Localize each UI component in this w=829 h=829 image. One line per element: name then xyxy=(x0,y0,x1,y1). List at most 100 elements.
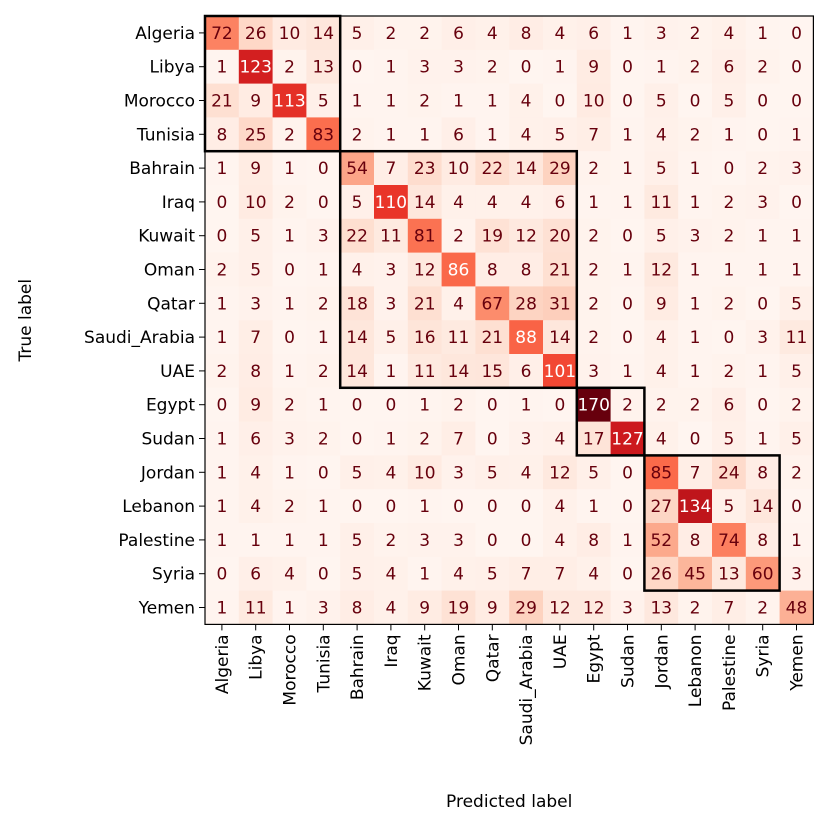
cell-value-label: 11 xyxy=(380,227,402,247)
x-tick-label: Saudi_Arabia xyxy=(517,634,537,745)
cell-value-label: 127 xyxy=(611,430,643,450)
heatmap-cell xyxy=(205,49,240,85)
heatmap-cell xyxy=(306,523,341,558)
cell-value-label: 123 xyxy=(239,58,271,78)
heatmap-cell xyxy=(475,590,510,625)
cell-value-label: 1 xyxy=(622,125,633,145)
cell-value-label: 4 xyxy=(521,92,532,112)
heatmap-cell xyxy=(644,218,679,254)
cell-value-label: 19 xyxy=(448,599,470,619)
cell-value-label: 4 xyxy=(723,24,734,44)
heatmap-cell xyxy=(678,590,713,625)
heatmap-cell xyxy=(407,252,443,287)
heatmap-cell xyxy=(407,286,443,321)
heatmap-cell xyxy=(205,151,240,186)
heatmap-cell xyxy=(576,218,612,254)
cell-value-label: 11 xyxy=(448,328,470,348)
heatmap-cell xyxy=(272,151,307,186)
cell-value-label: 6 xyxy=(521,362,532,382)
cell-value-label: 4 xyxy=(453,565,464,585)
cell-value-label: 1 xyxy=(216,599,227,619)
cell-value-label: 2 xyxy=(453,227,464,247)
cell-value-label: 8 xyxy=(757,531,768,551)
heatmap-cell xyxy=(272,286,307,321)
cell-value-label: 2 xyxy=(419,24,430,44)
heatmap-cell xyxy=(272,421,307,456)
heatmap-cell xyxy=(644,590,679,625)
heatmap-cell xyxy=(407,523,443,558)
cell-value-label: 6 xyxy=(554,193,565,213)
heatmap-cell xyxy=(543,49,578,85)
y-tick-label: UAE xyxy=(160,362,195,382)
heatmap-cell xyxy=(779,252,814,287)
cell-value-label: 1 xyxy=(690,261,701,281)
x-tick-label: Yemen xyxy=(788,634,808,691)
heatmap-cell xyxy=(238,218,274,254)
heatmap-cell xyxy=(238,387,274,423)
heatmap-cell xyxy=(712,286,747,321)
y-tick-label: Algeria xyxy=(135,24,195,44)
heatmap-cell xyxy=(407,489,443,524)
cell-value-label: 2 xyxy=(352,125,363,145)
y-tick-label: Bahrain xyxy=(129,159,195,179)
cell-value-label: 0 xyxy=(318,159,329,179)
heatmap-cell xyxy=(272,252,307,287)
heatmap-cell xyxy=(610,218,645,254)
heatmap-cell xyxy=(543,218,578,254)
cell-value-label: 1 xyxy=(690,193,701,213)
heatmap-cell xyxy=(238,556,274,592)
cell-value-label: 15 xyxy=(481,362,503,382)
cell-value-label: 2 xyxy=(453,396,464,416)
heatmap-cell xyxy=(374,590,409,625)
cell-value-label: 2 xyxy=(588,294,599,314)
x-tick-label: Libya xyxy=(247,634,267,679)
group-box-nile xyxy=(575,386,646,457)
heatmap-cell xyxy=(712,185,747,220)
heatmap-cell xyxy=(610,387,645,423)
heatmap-cell xyxy=(779,286,814,321)
cell-value-label: 4 xyxy=(554,24,565,44)
heatmap-cell xyxy=(610,489,645,524)
heatmap-cell xyxy=(340,252,375,287)
heatmap-cell xyxy=(272,489,307,524)
heatmap-cell xyxy=(509,117,544,152)
cell-value-label: 5 xyxy=(791,362,802,382)
heatmap-cell xyxy=(644,49,679,85)
cell-value-label: 5 xyxy=(352,193,363,213)
cell-value-label: 1 xyxy=(284,599,295,619)
heatmap-cell xyxy=(610,83,645,118)
heatmap-cell xyxy=(509,455,544,490)
heatmap-cell xyxy=(712,218,747,254)
cell-value-label: 6 xyxy=(250,565,261,585)
heatmap-cell xyxy=(205,320,240,355)
cell-value-label: 4 xyxy=(554,430,565,450)
cell-value-label: 5 xyxy=(723,92,734,112)
heatmap-cell xyxy=(306,354,341,389)
cell-value-label: 4 xyxy=(385,565,396,585)
cell-value-label: 1 xyxy=(791,531,802,551)
heatmap-cell xyxy=(712,117,747,152)
cell-value-label: 17 xyxy=(583,430,605,450)
heatmap-cell xyxy=(576,83,612,118)
cell-value-label: 1 xyxy=(453,92,464,112)
heatmap-cell xyxy=(306,83,341,118)
cell-value-label: 5 xyxy=(791,294,802,314)
cell-value-label: 0 xyxy=(622,294,633,314)
cell-value-label: 14 xyxy=(346,328,368,348)
cell-value-label: 1 xyxy=(554,58,565,78)
cell-value-label: 0 xyxy=(622,92,633,112)
heatmap-cell xyxy=(610,354,645,389)
cell-value-label: 6 xyxy=(250,430,261,450)
heatmap-cell xyxy=(745,252,781,287)
cell-value-label: 2 xyxy=(588,261,599,281)
heatmap-cell xyxy=(238,489,274,524)
cell-value-label: 81 xyxy=(414,227,436,247)
cell-value-label: 3 xyxy=(250,294,261,314)
cell-value-label: 11 xyxy=(414,362,436,382)
heatmap-cell xyxy=(306,320,341,355)
cell-value-label: 1 xyxy=(723,125,734,145)
cell-value-label: 74 xyxy=(718,531,740,551)
heatmap-cell xyxy=(610,117,645,152)
heatmap-cell xyxy=(678,16,713,51)
heatmap-cell xyxy=(441,455,476,490)
